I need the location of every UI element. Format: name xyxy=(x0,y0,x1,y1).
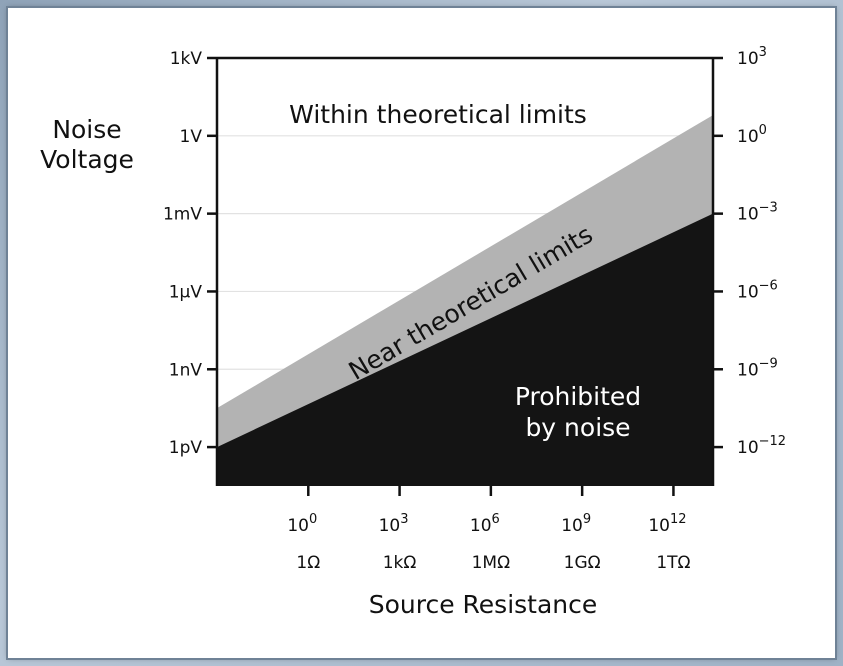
bottom-tick-unit-label: 1MΩ xyxy=(472,553,510,573)
left-tick-label: 1nV xyxy=(169,360,203,380)
left-axis-ticks: 1kV 1V 1mV 1µV 1nV 1pV xyxy=(163,49,217,458)
bottom-axis-ticks: 100 1Ω 103 1kΩ 106 1MΩ 109 1GΩ 1012 1TΩ xyxy=(287,486,691,573)
bottom-tick-exponent-label: 109 xyxy=(561,512,591,536)
bottom-tick-unit-label: 1Ω xyxy=(296,553,320,573)
left-tick-label: 1mV xyxy=(163,205,202,225)
prohibited-by-noise-label-line-1: Prohibited xyxy=(515,382,641,411)
within-theoretical-limits-label: Within theoretical limits xyxy=(289,100,587,129)
prohibited-by-noise-region xyxy=(217,213,713,487)
left-tick-label: 1pV xyxy=(169,438,203,458)
y-axis-title-line-1: Noise xyxy=(52,115,121,144)
noise-voltage-chart: 1kV 1V 1mV 1µV 1nV 1pV 103 100 10−3 10−6 10−9 10−1… xyxy=(40,45,786,619)
bottom-tick-unit-label: 1GΩ xyxy=(564,553,601,573)
right-tick-label: 100 xyxy=(737,123,767,147)
left-tick-label: 1µV xyxy=(169,282,203,302)
right-tick-label: 10−9 xyxy=(737,356,778,380)
prohibited-by-noise-label-line-2: by noise xyxy=(525,413,630,442)
bottom-tick-exponent-label: 103 xyxy=(379,512,409,536)
left-tick-label: 1V xyxy=(180,127,203,147)
chart-frame: 1kV 1V 1mV 1µV 1nV 1pV 103 100 10−3 10−6 10−9 10−1… xyxy=(8,8,835,658)
right-tick-label: 10−12 xyxy=(737,434,786,458)
y-axis-title-line-2: Voltage xyxy=(40,145,134,174)
x-axis-title: Source Resistance xyxy=(369,590,598,619)
right-tick-label: 10−3 xyxy=(737,201,778,225)
bottom-tick-unit-label: 1kΩ xyxy=(383,553,417,573)
right-tick-label: 10−6 xyxy=(737,278,778,302)
bottom-tick-exponent-label: 100 xyxy=(287,512,317,536)
right-axis-ticks: 103 100 10−3 10−6 10−9 10−12 xyxy=(713,45,786,458)
bottom-tick-exponent-label: 106 xyxy=(470,512,500,536)
bottom-tick-unit-label: 1TΩ xyxy=(656,553,690,573)
left-tick-label: 1kV xyxy=(170,49,203,69)
bottom-tick-exponent-label: 1012 xyxy=(648,512,686,536)
right-tick-label: 103 xyxy=(737,45,767,69)
